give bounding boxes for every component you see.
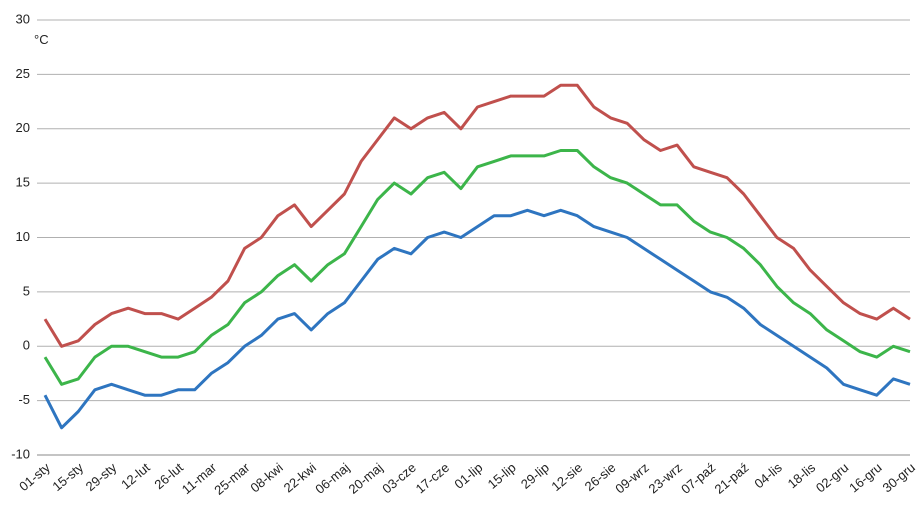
x-tick-label: 07-paź <box>678 460 718 497</box>
y-tick-label: 20 <box>16 120 30 135</box>
x-tick-label: 12-sie <box>548 460 585 494</box>
y-tick-label: -5 <box>18 392 30 407</box>
series-line <box>43 208 911 430</box>
x-tick-label: 06-maj <box>312 460 352 497</box>
series-line <box>43 83 911 348</box>
x-tick-label: 03-cze <box>379 460 419 497</box>
x-tick-label: 09-wrz <box>612 460 652 497</box>
x-tick-label: 01-sty <box>16 459 53 494</box>
unit-label: °C <box>34 32 49 47</box>
y-tick-label: 10 <box>16 229 30 244</box>
y-tick-label: 0 <box>23 338 30 353</box>
x-tick-label: 25-mar <box>211 459 253 497</box>
x-tick-label: 18-lis <box>785 459 819 491</box>
y-tick-label: 30 <box>16 11 30 26</box>
x-tick-label: 08-kwi <box>247 460 286 496</box>
x-tick-label: 15-lip <box>485 460 519 492</box>
x-tick-label: 26-sie <box>582 460 619 494</box>
y-tick-label: 25 <box>16 66 30 81</box>
x-tick-label: 29-sty <box>83 459 120 494</box>
x-tick-label: 29-lip <box>518 460 552 492</box>
x-tick-label: 02-gru <box>813 460 851 496</box>
x-tick-label: 01-lip <box>451 460 485 492</box>
x-tick-label: 12-lut <box>118 460 153 493</box>
y-tick-label: -10 <box>11 446 30 461</box>
x-tick-label: 17-cze <box>413 460 453 497</box>
x-tick-label: 22-kwi <box>281 460 320 496</box>
x-tick-label: 04-lis <box>751 459 785 491</box>
x-tick-label: 16-gru <box>846 460 884 496</box>
x-tick-label: 23-wrz <box>646 460 686 497</box>
series-line <box>43 149 911 386</box>
x-tick-label: 30-gru <box>880 460 916 496</box>
x-tick-label: 15-sty <box>49 459 86 494</box>
x-tick-label: 20-maj <box>346 460 386 497</box>
y-tick-label: 5 <box>23 283 30 298</box>
x-tick-label: 11-mar <box>179 459 220 497</box>
x-tick-label: 21-paź <box>711 460 751 497</box>
y-tick-label: 15 <box>16 175 30 190</box>
